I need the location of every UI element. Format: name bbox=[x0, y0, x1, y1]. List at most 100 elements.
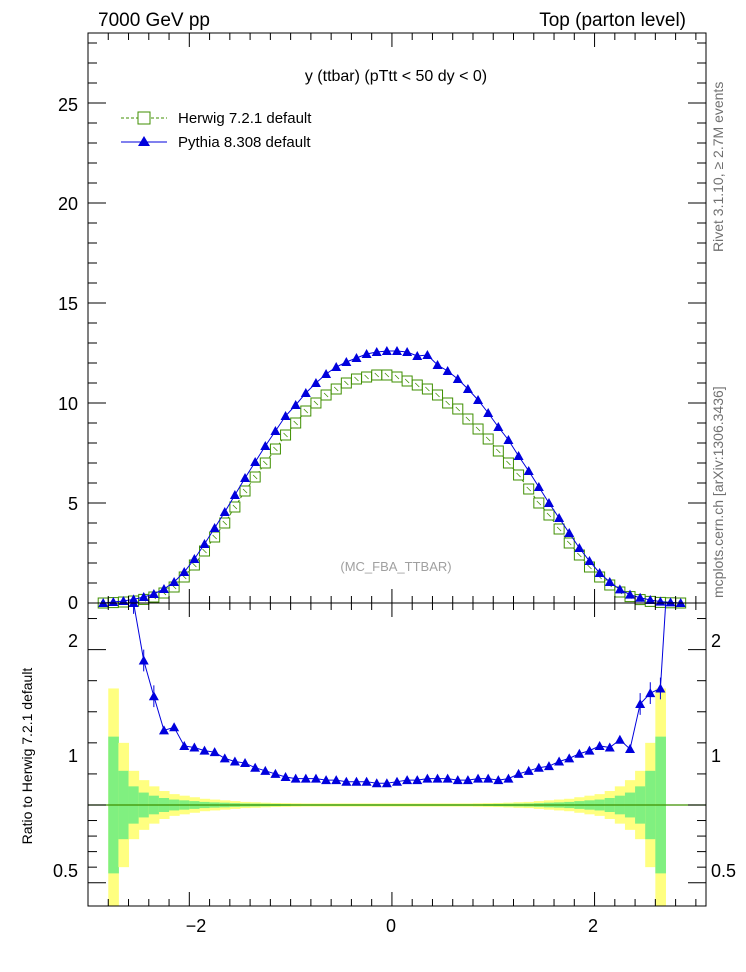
herwig-error-bar bbox=[212, 534, 217, 540]
ratio-point bbox=[594, 740, 605, 750]
legend-herwig-label: Herwig 7.2.1 default bbox=[178, 110, 312, 127]
herwig-error-bar bbox=[536, 500, 542, 506]
pythia-point bbox=[240, 473, 251, 482]
pythia-point bbox=[523, 466, 534, 475]
pythia-point bbox=[574, 543, 585, 552]
herwig-error-bar bbox=[374, 372, 380, 378]
ratio-series bbox=[128, 603, 667, 788]
legend-pythia-marker bbox=[138, 136, 150, 146]
ratio-point bbox=[614, 734, 625, 744]
ratio-point bbox=[381, 778, 392, 788]
ratio-point bbox=[250, 762, 261, 772]
ratio-point bbox=[645, 688, 656, 698]
herwig-error-bar bbox=[465, 416, 471, 422]
ratio-point bbox=[412, 775, 423, 785]
ratio-point bbox=[452, 775, 463, 785]
ratio-point bbox=[635, 699, 646, 708]
herwig-error-bar bbox=[566, 540, 572, 546]
ratio-point bbox=[270, 768, 281, 778]
ratio-point bbox=[392, 776, 402, 786]
ratio-point bbox=[310, 773, 321, 783]
pythia-point bbox=[533, 482, 544, 491]
ratio-point bbox=[371, 778, 382, 788]
ratio-point bbox=[240, 758, 251, 768]
pythia-point bbox=[280, 411, 291, 420]
chart-title: y (ttbar) (pTtt < 50 dy < 0) bbox=[305, 68, 487, 85]
ratio-point bbox=[341, 776, 352, 786]
pythia-point bbox=[229, 490, 240, 499]
herwig-error-bar bbox=[516, 472, 521, 478]
pythia-point bbox=[462, 384, 473, 393]
ratio-curves bbox=[128, 603, 667, 788]
ratio-tick-left-0.5: 0.5 bbox=[53, 861, 78, 881]
herwig-error-bar bbox=[506, 460, 511, 466]
ratio-point bbox=[533, 762, 544, 772]
ratio-point bbox=[300, 773, 311, 783]
pythia-point bbox=[392, 346, 402, 355]
herwig-error-bar bbox=[313, 400, 319, 406]
pythia-point bbox=[665, 597, 676, 607]
pythia-point bbox=[645, 595, 656, 604]
y-tick-label-5: 5 bbox=[68, 494, 78, 514]
ratio-point bbox=[493, 775, 504, 785]
rivet-version-label: Rivet 3.1.10, ≥ 2.7M events bbox=[710, 82, 726, 252]
pythia-point bbox=[452, 374, 463, 383]
pythia-point bbox=[604, 577, 615, 586]
y-tick-label-15: 15 bbox=[58, 294, 78, 314]
ratio-point bbox=[442, 773, 453, 783]
pythia-point bbox=[321, 369, 332, 378]
pythia-point bbox=[351, 353, 362, 362]
ratio-point bbox=[523, 765, 534, 775]
pythia-point bbox=[260, 441, 271, 450]
herwig-error-bar bbox=[445, 400, 450, 406]
pythia-point bbox=[594, 568, 605, 577]
herwig-error-bar bbox=[283, 432, 288, 438]
x-tick-label-2: 2 bbox=[588, 916, 598, 936]
pythia-point bbox=[331, 362, 342, 371]
ratio-point bbox=[128, 603, 139, 607]
x-tick-label-neg2: −2 bbox=[186, 916, 207, 936]
pythia-point bbox=[169, 577, 180, 586]
pythia-point bbox=[483, 408, 494, 417]
pythia-point bbox=[371, 347, 382, 356]
pythia-point bbox=[158, 584, 169, 593]
ratio-point bbox=[432, 773, 443, 783]
x-tick-labels: −2 0 2 bbox=[186, 916, 598, 936]
pythia-point bbox=[543, 498, 554, 507]
herwig-error-bar bbox=[435, 392, 440, 398]
ratio-point bbox=[655, 683, 666, 693]
herwig-error-bar bbox=[455, 406, 461, 412]
ratio-point bbox=[564, 753, 575, 763]
herwig-error-bar bbox=[293, 420, 298, 426]
ratio-panel-frame bbox=[87, 602, 707, 907]
pythia-point bbox=[341, 357, 352, 366]
legend-pythia-label: Pythia 8.308 default bbox=[178, 134, 311, 151]
pythia-point bbox=[219, 507, 230, 516]
herwig-error-bar bbox=[303, 408, 309, 414]
pythia-point bbox=[442, 366, 453, 375]
herwig-error-bar bbox=[202, 548, 207, 554]
ratio-point bbox=[219, 753, 230, 763]
pythia-point bbox=[189, 554, 200, 563]
ratio-uncertainty-bands bbox=[88, 688, 706, 906]
ratio-point bbox=[189, 742, 200, 752]
legend-herwig-marker bbox=[137, 111, 151, 125]
herwig-error-bar bbox=[577, 552, 582, 558]
herwig-error-bar bbox=[526, 486, 531, 492]
ratio-point bbox=[483, 773, 494, 783]
pythia-point bbox=[473, 395, 484, 404]
herwig-error-bar bbox=[425, 386, 430, 392]
herwig-error-bar bbox=[414, 382, 420, 388]
ratio-point bbox=[229, 756, 240, 766]
pythia-point bbox=[625, 589, 636, 599]
herwig-error-bar bbox=[222, 520, 228, 526]
main-y-tick-labels: 0 5 10 15 20 25 bbox=[58, 95, 78, 613]
ratio-point bbox=[503, 773, 514, 783]
pythia-point bbox=[402, 347, 413, 356]
herwig-error-bar bbox=[556, 526, 562, 532]
pythia-point bbox=[412, 351, 423, 360]
herwig-error-bar bbox=[587, 564, 592, 570]
ratio-tick-right-1: 1 bbox=[711, 746, 721, 766]
pythia-point bbox=[635, 592, 646, 602]
